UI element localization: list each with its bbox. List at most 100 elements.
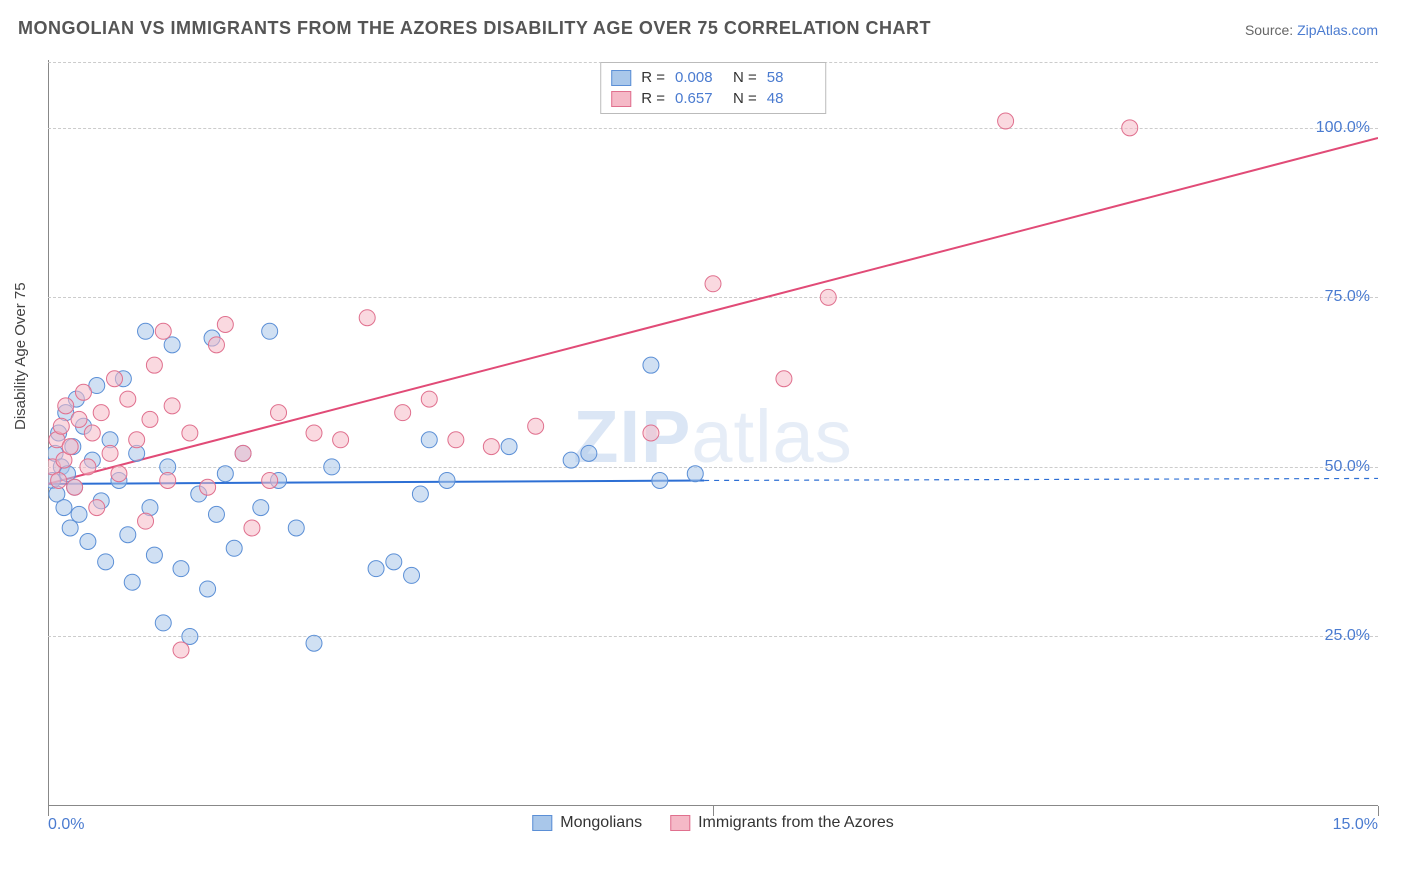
data-point (155, 615, 171, 631)
data-point (528, 418, 544, 434)
legend-n-label: N = (733, 90, 757, 107)
data-point (71, 506, 87, 522)
legend-stat-row: R =0.008N =58 (611, 67, 815, 88)
data-point (643, 357, 659, 373)
chart-title: MONGOLIAN VS IMMIGRANTS FROM THE AZORES … (18, 18, 931, 39)
x-tick-label-max: 15.0% (1333, 816, 1378, 834)
data-point (271, 405, 287, 421)
y-axis-label: Disability Age Over 75 (12, 282, 29, 430)
scatter-plot (48, 60, 1378, 830)
data-point (75, 384, 91, 400)
data-point (386, 554, 402, 570)
data-point (643, 425, 659, 441)
data-point (102, 445, 118, 461)
data-point (138, 513, 154, 529)
legend-swatch (611, 91, 631, 107)
data-point (262, 472, 278, 488)
data-point (501, 439, 517, 455)
regression-line-ext (704, 478, 1378, 480)
legend-stats: R = 0.008 N = 58 R = 0.657 N = 48 (600, 62, 826, 114)
regression-line (48, 480, 704, 483)
legend-swatch (611, 70, 631, 86)
legend-series: MongoliansImmigrants from the Azores (532, 814, 893, 832)
data-point (67, 479, 83, 495)
data-point (107, 371, 123, 387)
data-point (98, 554, 114, 570)
data-point (288, 520, 304, 536)
legend-swatch (670, 815, 690, 831)
data-point (160, 472, 176, 488)
data-point (395, 405, 411, 421)
data-point (652, 472, 668, 488)
legend-r-value: 0.657 (675, 90, 723, 107)
data-point (687, 466, 703, 482)
data-point (146, 547, 162, 563)
data-point (244, 520, 260, 536)
data-point (333, 432, 349, 448)
regression-line (48, 138, 1378, 484)
data-point (71, 411, 87, 427)
data-point (217, 466, 233, 482)
data-point (776, 371, 792, 387)
data-point (124, 574, 140, 590)
data-point (412, 486, 428, 502)
data-point (820, 289, 836, 305)
data-point (53, 418, 69, 434)
data-point (200, 581, 216, 597)
legend-item: Mongolians (532, 814, 642, 832)
data-point (62, 520, 78, 536)
data-point (164, 337, 180, 353)
legend-n-value: 48 (767, 90, 815, 107)
data-point (581, 445, 597, 461)
data-point (359, 310, 375, 326)
x-tick-mark (1378, 806, 1379, 816)
data-point (705, 276, 721, 292)
data-point (324, 459, 340, 475)
data-point (84, 425, 100, 441)
legend-label: Mongolians (560, 814, 642, 832)
data-point (173, 642, 189, 658)
legend-n-value: 58 (767, 69, 815, 86)
data-point (208, 506, 224, 522)
data-point (58, 398, 74, 414)
data-point (120, 391, 136, 407)
data-point (368, 561, 384, 577)
source-link[interactable]: ZipAtlas.com (1297, 22, 1378, 38)
data-point (208, 337, 224, 353)
data-point (173, 561, 189, 577)
data-point (1122, 120, 1138, 136)
source-attribution: Source: ZipAtlas.com (1245, 22, 1378, 38)
x-tick-label-min: 0.0% (48, 816, 84, 834)
data-point (404, 567, 420, 583)
data-point (182, 628, 198, 644)
legend-r-value: 0.008 (675, 69, 723, 86)
data-point (421, 391, 437, 407)
data-point (111, 466, 127, 482)
legend-r-label: R = (641, 90, 665, 107)
data-point (146, 357, 162, 373)
data-point (129, 432, 145, 448)
data-point (262, 323, 278, 339)
data-point (200, 479, 216, 495)
data-point (142, 411, 158, 427)
legend-stat-row: R = 0.657 N = 48 (611, 88, 815, 109)
data-point (217, 316, 233, 332)
data-point (138, 323, 154, 339)
data-point (89, 500, 105, 516)
data-point (306, 635, 322, 651)
chart-area: ZIPatlas 25.0%50.0%75.0%100.0% R =0.008N… (48, 60, 1378, 830)
data-point (51, 472, 67, 488)
data-point (120, 527, 136, 543)
data-point (56, 500, 72, 516)
data-point (448, 432, 464, 448)
data-point (226, 540, 242, 556)
data-point (235, 445, 251, 461)
legend-swatch (532, 815, 552, 831)
data-point (998, 113, 1014, 129)
data-point (80, 534, 96, 550)
data-point (182, 425, 198, 441)
data-point (253, 500, 269, 516)
legend-r-label: R = (641, 69, 665, 86)
data-point (155, 323, 171, 339)
data-point (93, 405, 109, 421)
